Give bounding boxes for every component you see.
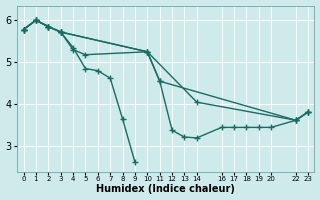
X-axis label: Humidex (Indice chaleur): Humidex (Indice chaleur) [96, 184, 235, 194]
